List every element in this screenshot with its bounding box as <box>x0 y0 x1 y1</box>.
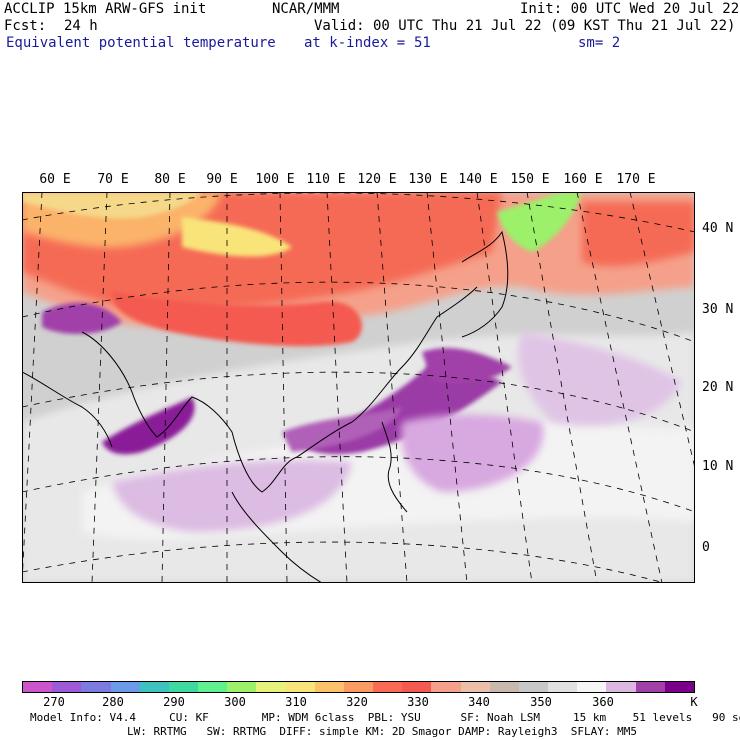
lat-label: 40 N <box>702 221 734 236</box>
colorbar-swatch <box>548 682 578 692</box>
lat-label: 0 <box>702 540 710 555</box>
forecast-value: 24 h <box>64 18 98 34</box>
colorbar-tick: 330 <box>407 695 429 709</box>
colorbar-swatch <box>168 682 199 692</box>
colorbar-tick: 320 <box>346 695 368 709</box>
colorbar-tick: 280 <box>102 695 124 709</box>
model-info-line1: Model Info: V4.4 CU: KF MP: WDM 6class P… <box>30 711 740 724</box>
colorbar-tick: 310 <box>285 695 307 709</box>
level-label: at k-index = <box>304 35 406 51</box>
lon-label: 100 E <box>255 172 295 187</box>
init-time: Init: 00 UTC Wed 20 Jul 22 <box>520 1 740 17</box>
colorbar-swatch <box>256 682 286 692</box>
colorbar <box>22 681 695 693</box>
graticule <box>22 192 695 583</box>
colorbar-swatch <box>460 682 490 692</box>
colorbar-swatch <box>139 682 169 692</box>
model-info-line2: LW: RRTMG SW: RRTMG DIFF: simple KM: 2D … <box>127 725 637 738</box>
lon-label: 90 E <box>206 172 238 187</box>
colorbar-swatch <box>23 682 53 692</box>
colorbar-swatch <box>198 682 228 692</box>
lon-label: 160 E <box>563 172 603 187</box>
lat-label: 10 N <box>702 459 734 474</box>
lon-label: 70 E <box>97 172 129 187</box>
colorbar-swatch <box>343 682 374 692</box>
colorbar-swatch <box>110 682 140 692</box>
organization: NCAR/MMM <box>272 1 340 17</box>
colorbar-tick: 360 <box>592 695 614 709</box>
lon-label: 170 E <box>616 172 656 187</box>
colorbar-swatch <box>518 682 549 692</box>
colorbar-swatch <box>606 682 636 692</box>
colorbar-tick: 290 <box>163 695 185 709</box>
forecast-label: Fcst: <box>4 18 47 34</box>
field-shading <box>22 192 695 583</box>
lon-label: 80 E <box>154 172 186 187</box>
lon-label: 150 E <box>510 172 550 187</box>
colorbar-swatch <box>402 682 432 692</box>
valid-time: Valid: 00 UTC Thu 21 Jul 22 (09 KST Thu … <box>314 18 736 34</box>
model-title: ACCLIP 15km ARW-GFS init <box>4 1 207 17</box>
colorbar-swatch <box>489 682 519 692</box>
colorbar-swatch <box>52 682 82 692</box>
colorbar-swatch <box>227 682 257 692</box>
theta-e-map <box>22 192 695 583</box>
lat-label: 30 N <box>702 302 734 317</box>
lon-label: 130 E <box>408 172 448 187</box>
field-name: Equivalent potential temperature <box>6 35 276 51</box>
colorbar-tick: 350 <box>530 695 552 709</box>
colorbar-swatch <box>81 682 111 692</box>
colorbar-swatch <box>314 682 344 692</box>
lon-label: 60 E <box>39 172 71 187</box>
lon-label: 140 E <box>458 172 498 187</box>
colorbar-swatch <box>373 682 403 692</box>
colorbar-swatch <box>577 682 607 692</box>
coastlines <box>22 230 509 583</box>
colorbar-tick: 300 <box>224 695 246 709</box>
smoothing: sm= 2 <box>578 35 621 51</box>
colorbar-tick: 270 <box>43 695 65 709</box>
lon-label: 120 E <box>357 172 397 187</box>
colorbar-swatch <box>635 682 665 692</box>
level-value: 51 <box>414 35 431 51</box>
colorbar-swatch <box>431 682 461 692</box>
colorbar-swatch <box>664 682 694 692</box>
colorbar-swatch <box>285 682 315 692</box>
colorbar-unit: K <box>690 695 698 709</box>
colorbar-tick: 340 <box>468 695 490 709</box>
lat-label: 20 N <box>702 380 734 395</box>
lon-label: 110 E <box>306 172 346 187</box>
